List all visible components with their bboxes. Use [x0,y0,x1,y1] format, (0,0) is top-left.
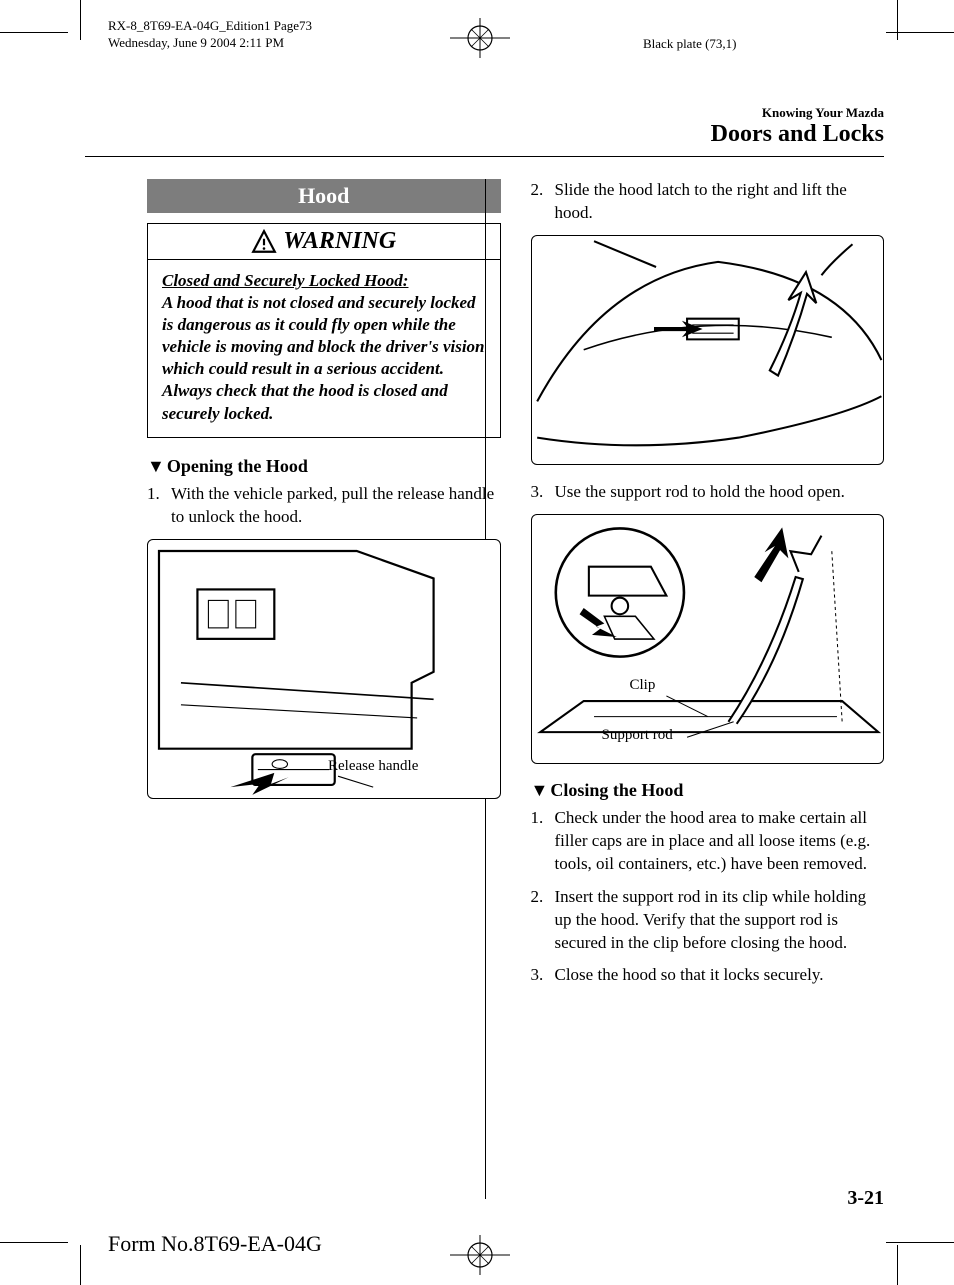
closing-step-2: Insert the support rod in its clip while… [531,886,885,955]
registration-mark-bottom-icon [440,1235,520,1275]
print-timestamp: Wednesday, June 9 2004 2:11 PM [108,35,312,52]
down-triangle-icon: ▼ [147,456,165,476]
down-triangle-icon: ▼ [531,780,549,800]
closing-step-list: Check under the hood area to make certai… [531,807,885,988]
fig1-label: Release handle [328,758,418,775]
running-head: Knowing Your Mazda Doors and Locks [85,105,884,148]
warning-title: WARNING [148,224,500,260]
opening-step-3: Use the support rod to hold the hood ope… [531,481,885,504]
form-number: Form No.8T69-EA-04G [108,1231,322,1257]
opening-heading: ▼Opening the Hood [147,456,501,477]
warning-box: WARNING Closed and Securely Locked Hood:… [147,223,501,438]
figure-hood-latch [531,235,885,465]
warning-body: Closed and Securely Locked Hood: A hood … [148,260,500,437]
running-head-eyebrow: Knowing Your Mazda [85,105,884,121]
warning-title-text: WARNING [283,228,396,255]
figure-release-handle: Release handle [147,539,501,799]
section-banner: Hood [147,179,501,213]
opening-step-1: With the vehicle parked, pull the releas… [147,483,501,529]
doc-id: RX-8_8T69-EA-04G_Edition1 Page73 [108,18,312,35]
figure-support-rod: Clip Support rod [531,514,885,764]
closing-heading: ▼Closing the Hood [531,780,885,801]
warning-text: A hood that is not closed and securely l… [162,293,485,422]
fig3-rod-label: Support rod [602,727,673,744]
opening-step-list: With the vehicle parked, pull the releas… [147,483,501,529]
warning-lead: Closed and Securely Locked Hood: [162,271,408,290]
opening-step-list-cont2: Use the support rod to hold the hood ope… [531,481,885,504]
print-header: RX-8_8T69-EA-04G_Edition1 Page73 Wednesd… [108,18,312,52]
page-number: 3-21 [847,1187,884,1210]
plate-info: Black plate (73,1) [643,36,737,52]
opening-step-2: Slide the hood latch to the right and li… [531,179,885,225]
header-divider [85,156,884,157]
warning-triangle-icon [251,229,277,255]
opening-step-list-cont: Slide the hood latch to the right and li… [531,179,885,225]
registration-mark-top-icon [440,18,520,58]
fig3-clip-label: Clip [630,677,656,694]
closing-step-1: Check under the hood area to make certai… [531,807,885,876]
running-head-title: Doors and Locks [85,121,884,148]
closing-step-3: Close the hood so that it locks securely… [531,964,885,987]
